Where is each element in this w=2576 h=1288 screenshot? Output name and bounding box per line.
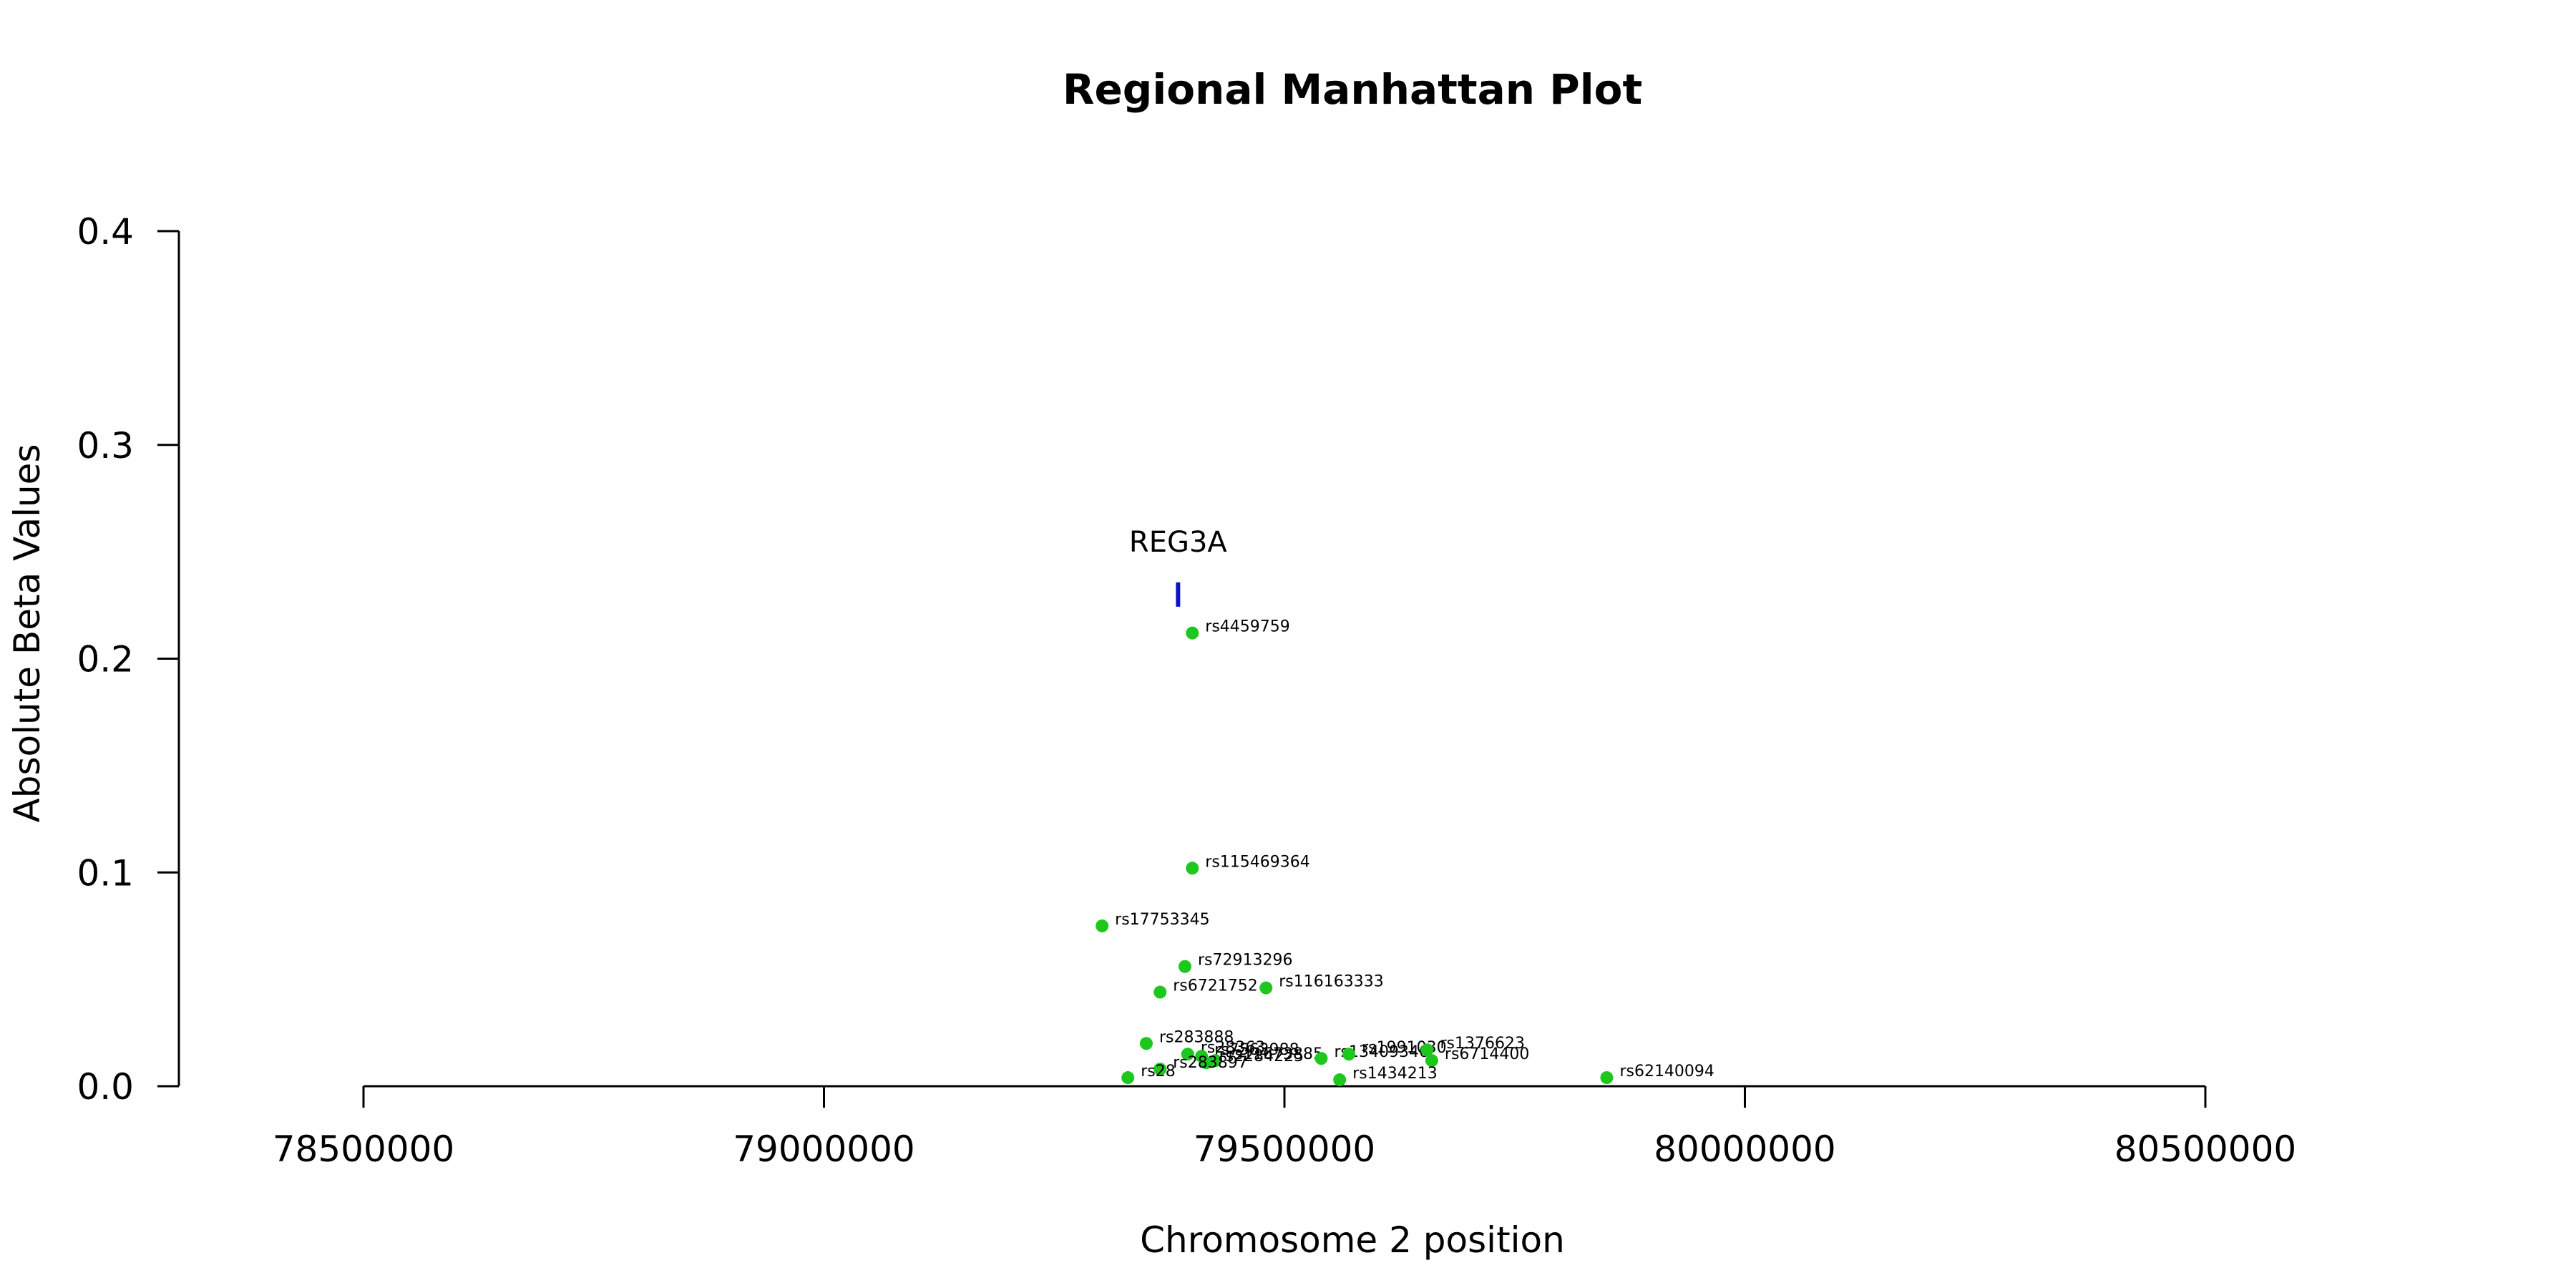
snp-point bbox=[1600, 1071, 1614, 1085]
snp-points: rs4459759 rs115469364 rs17753345 rs72913296… bbox=[1096, 618, 1714, 1087]
gene-markers: REG3A bbox=[1129, 526, 1228, 607]
x-tick-label: 80500000 bbox=[2114, 1128, 2297, 1170]
x-tick-label: 78500000 bbox=[273, 1128, 455, 1170]
snp-point bbox=[1259, 981, 1273, 995]
snp-label: rs1434213 bbox=[1352, 1065, 1438, 1083]
snp-label: rs6721752 bbox=[1173, 977, 1258, 995]
snp-point bbox=[1179, 960, 1192, 973]
y-tick-label: 0.3 bbox=[77, 425, 134, 467]
y-tick-label: 0.0 bbox=[77, 1066, 134, 1108]
snp-point bbox=[1342, 1048, 1356, 1061]
snp-label: rs7563988 bbox=[1214, 1041, 1299, 1059]
snp-label: rs28 bbox=[1141, 1063, 1176, 1080]
snp-label: rs11673885 bbox=[1228, 1045, 1322, 1063]
x-axis-label: Chromosome 2 position bbox=[1140, 1219, 1565, 1261]
snp-point bbox=[1139, 1037, 1153, 1050]
snp-point bbox=[1186, 626, 1199, 640]
snp-point bbox=[1186, 862, 1199, 875]
snp-point bbox=[1199, 1056, 1213, 1070]
y-tick-label: 0.4 bbox=[77, 211, 134, 253]
snp-label: rs283888 bbox=[1159, 1028, 1234, 1046]
snp-point bbox=[1425, 1054, 1438, 1068]
snp-point bbox=[1096, 919, 1109, 932]
snp-point bbox=[1181, 1048, 1194, 1061]
snp-label: rs62140094 bbox=[1619, 1063, 1714, 1080]
x-axis-ticks: 78500000 79000000 79500000 80000000 80500000 bbox=[273, 1086, 2297, 1170]
x-tick-label: 79500000 bbox=[1194, 1128, 1376, 1170]
x-tick-label: 80000000 bbox=[1654, 1128, 1836, 1170]
gene-label: REG3A bbox=[1129, 526, 1228, 559]
snp-point bbox=[1153, 985, 1167, 999]
y-tick-label: 0.2 bbox=[77, 639, 134, 680]
x-tick-label: 79000000 bbox=[733, 1128, 915, 1170]
snp-label: rs2284225 bbox=[1219, 1048, 1304, 1065]
snp-label: rs1991030 bbox=[1362, 1039, 1447, 1057]
chart-title: Regional Manhattan Plot bbox=[1063, 65, 1642, 114]
snp-point bbox=[1333, 1073, 1347, 1087]
snp-point bbox=[1121, 1071, 1135, 1085]
snp-label: rs4459759 bbox=[1205, 618, 1290, 636]
y-axis-ticks: 0.0 0.1 0.2 0.3 0.4 bbox=[77, 211, 179, 1108]
snp-point bbox=[1420, 1043, 1434, 1057]
snp-label: rs283897 bbox=[1173, 1054, 1248, 1072]
y-tick-label: 0.1 bbox=[77, 852, 134, 894]
snp-label: rs6714400 bbox=[1445, 1045, 1529, 1063]
snp-point bbox=[1314, 1052, 1328, 1065]
snp-label: rs1376623 bbox=[1440, 1035, 1524, 1053]
snp-label: rs116163333 bbox=[1279, 973, 1383, 991]
gene-bar bbox=[1176, 582, 1181, 607]
snp-label: rs115469364 bbox=[1205, 853, 1309, 871]
snp-label: rs17753345 bbox=[1115, 911, 1209, 929]
snp-label: rs72913296 bbox=[1198, 952, 1292, 970]
snp-label: rs28363 bbox=[1201, 1039, 1266, 1057]
snp-point bbox=[1153, 1063, 1167, 1076]
y-axis-label: Absolute Beta Values bbox=[6, 444, 48, 823]
